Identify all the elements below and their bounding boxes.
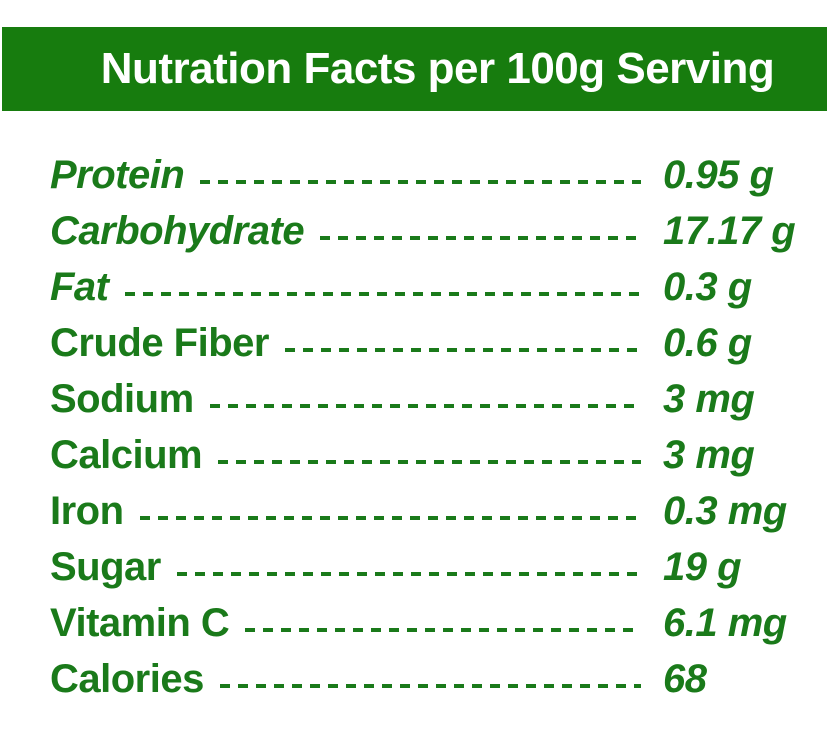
- nutrient-list: Protein 0.95 g Carbohydrate 17.17 g Fat …: [0, 111, 829, 707]
- nutrient-row: Iron 0.3 mg: [50, 483, 793, 539]
- nutrient-value: 17.17 g: [663, 208, 796, 253]
- nutrient-label: Carbohydrate: [50, 208, 305, 253]
- nutrient-row: Sugar 19 g: [50, 539, 793, 595]
- page-title: Nutration Facts per 100g Serving: [100, 44, 775, 93]
- dashed-leader: [320, 236, 641, 240]
- nutrient-value: 0.6 g: [663, 320, 752, 365]
- dashed-leader: [200, 180, 641, 184]
- nutrient-label: Protein: [50, 152, 185, 197]
- dashed-leader: [245, 628, 641, 632]
- nutrient-row: Vitamin C 6.1 mg: [50, 595, 793, 651]
- dashed-leader: [219, 684, 641, 688]
- nutrient-value: 3 mg: [663, 376, 755, 421]
- nutrient-value: 6.1 mg: [663, 600, 787, 645]
- dashed-leader: [209, 404, 641, 408]
- nutrient-value: 0.3 mg: [663, 488, 787, 533]
- nutrient-label: Crude Fiber: [50, 320, 269, 365]
- nutrient-label: Calcium: [50, 432, 203, 477]
- nutrient-row: Protein 0.95 g: [50, 147, 793, 203]
- nutrient-label: Calories: [50, 656, 204, 701]
- nutrient-row: Fat 0.3 g: [50, 259, 793, 315]
- nutrition-facts-card: Nutration Facts per 100g Serving Protein…: [0, 27, 829, 707]
- nutrient-row: Calories 68: [50, 651, 793, 707]
- dashed-leader: [124, 292, 641, 296]
- nutrient-value: 68: [663, 656, 707, 701]
- nutrient-row: Crude Fiber 0.6 g: [50, 315, 793, 371]
- dashed-leader: [176, 572, 641, 576]
- nutrient-row: Carbohydrate 17.17 g: [50, 203, 796, 259]
- dashed-leader: [218, 460, 641, 464]
- dashed-leader: [284, 348, 641, 352]
- nutrient-row: Sodium 3 mg: [50, 371, 793, 427]
- nutrient-value: 0.3 g: [663, 264, 752, 309]
- nutrient-value: 0.95 g: [663, 152, 774, 197]
- nutrient-label: Iron: [50, 488, 124, 533]
- dashed-leader: [139, 516, 641, 520]
- nutrient-value: 3 mg: [663, 432, 755, 477]
- nutrient-value: 19 g: [663, 544, 742, 589]
- nutrient-label: Sugar: [50, 544, 161, 589]
- title-bar: Nutration Facts per 100g Serving: [2, 27, 827, 111]
- nutrient-label: Fat: [50, 264, 109, 309]
- nutrient-label: Sodium: [50, 376, 194, 421]
- nutrient-label: Vitamin C: [50, 600, 230, 645]
- nutrient-row: Calcium 3 mg: [50, 427, 793, 483]
